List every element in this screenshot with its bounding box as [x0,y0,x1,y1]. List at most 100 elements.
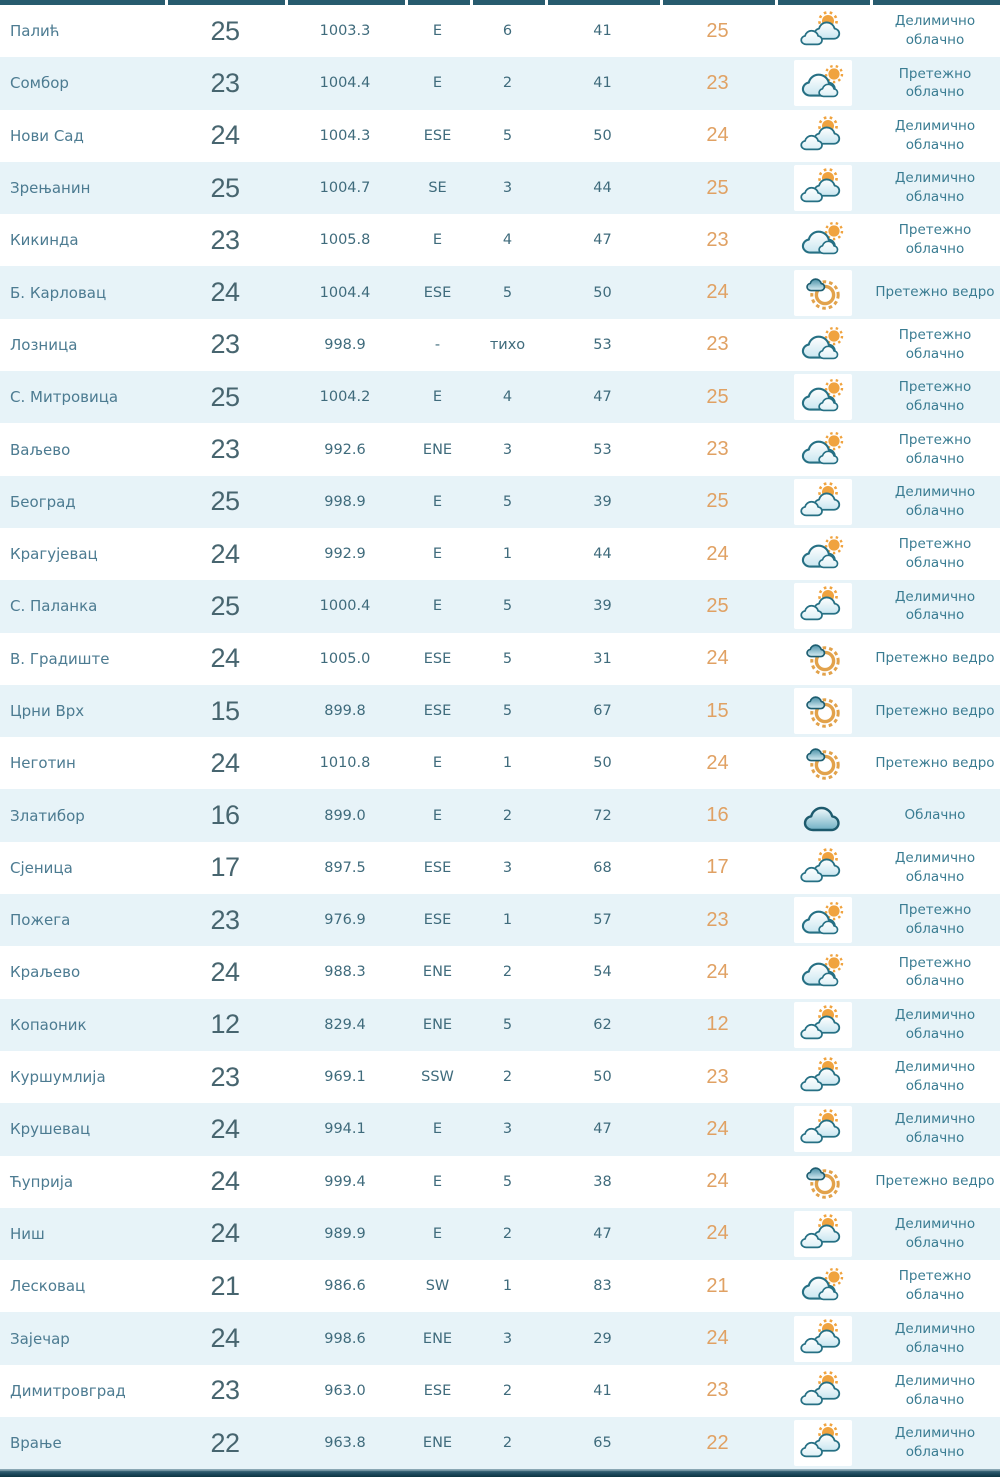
wind-direction: E [432,1225,443,1242]
humidity-value: 50 [593,284,612,301]
wind-speed: 3 [502,1121,513,1138]
feels-like-value: 24 [706,124,729,147]
wind-speed: 1 [502,912,513,929]
weather-description: Претежно ведро [875,650,995,667]
table-row: С. Митровица 25 1004.2 E 4 47 25 Претежн… [0,371,1000,424]
feels-like-value: 24 [706,542,729,565]
wind-speed: 1 [502,1278,513,1295]
wind-speed: 5 [502,284,513,301]
wind-direction: E [432,389,443,406]
humidity-value: 39 [593,493,612,510]
header-segment [473,0,545,5]
sun-with-small-cloud-icon [793,1158,852,1205]
wind-direction: E [432,1121,443,1138]
weather-icon-cell [775,321,870,368]
wind-direction: E [432,232,443,249]
temperature-value: 21 [210,1270,240,1301]
sun-behind-clouds-icon [793,844,852,891]
pressure-value: 1004.3 [319,127,371,144]
header-segment [0,0,165,5]
wind-speed: 2 [502,1225,513,1242]
temperature-value: 24 [210,956,240,987]
temperature-value: 24 [210,1323,240,1354]
city-name: Лозница [10,335,78,354]
pressure-value: 989.9 [324,1225,366,1242]
wind-speed: 2 [502,75,513,92]
feels-like-value: 24 [706,1117,729,1140]
pressure-value: 1004.2 [319,389,371,406]
city-name: Београд [10,492,76,511]
weather-description: Претежно облачно [898,327,972,362]
wind-direction: SW [425,1278,450,1295]
wind-direction: E [432,807,443,824]
city-name: Димитровград [10,1381,126,1400]
wind-speed: 1 [502,546,513,563]
wind-speed: 2 [502,1069,513,1086]
wind-direction: ENE [422,1435,453,1452]
table-row: Београд 25 998.9 E 5 39 25 Делимично обл… [0,475,1000,528]
temperature-value: 16 [210,800,240,831]
pressure-value: 1004.7 [319,180,371,197]
pressure-value: 899.8 [324,703,366,719]
feels-like-value: 24 [706,751,729,774]
weather-icon-cell [775,949,870,996]
weather-description: Делимично облачно [894,1425,976,1461]
city-name: Краљево [10,963,81,982]
city-name: Куршумлија [10,1068,106,1087]
weather-icon-cell [775,1315,870,1362]
table-row: Копаоник 12 829.4 ENE 5 62 12 Делимично … [0,998,1000,1051]
pressure-value: 899.0 [324,807,366,824]
weather-description: Претежно облачно [898,65,972,101]
humidity-value: 38 [593,1173,612,1190]
wind-direction: E [432,755,443,772]
weather-description: Претежно облачно [898,222,972,258]
humidity-value: 62 [593,1016,612,1033]
temperature-value: 24 [210,1113,240,1144]
pressure-value: 999.4 [324,1173,366,1190]
wind-direction: ESE [423,284,452,301]
sun-behind-clouds-icon [793,1315,852,1362]
pressure-value: 1004.4 [319,284,371,301]
city-name: С. Паланка [10,597,98,616]
wind-speed: 3 [502,859,513,876]
feels-like-value: 23 [706,228,729,251]
weather-icon-cell [775,531,870,578]
header-segment [778,0,870,5]
wind-speed: 2 [502,1435,513,1452]
table-row: Врање 22 963.8 ENE 2 65 22 Делимично обл… [0,1417,1000,1470]
sun-behind-clouds-icon [793,1106,852,1153]
header-segment [548,0,660,5]
temperature-value: 25 [210,486,240,517]
table-row: Пожега 23 976.9 ESE 1 57 23 Претежно обл… [0,894,1000,947]
sun-behind-large-cloud-icon [793,897,852,944]
feels-like-value: 25 [706,176,729,199]
weather-icon-cell [775,793,870,839]
temperature-value: 23 [210,224,240,255]
feels-like-value: 24 [706,960,729,983]
table-row: Сомбор 23 1004.4 E 2 41 23 Претежно обла… [0,57,1000,110]
humidity-value: 47 [593,389,612,406]
weather-description: Претежно облачно [898,954,972,990]
temperature-value: 23 [210,67,240,98]
humidity-value: 44 [593,546,612,563]
feels-like-value: 23 [706,333,729,356]
city-name: Ваљево [10,440,71,459]
weather-icon-cell [775,1367,870,1414]
wind-direction: E [432,493,443,510]
wind-speed: 3 [502,441,513,458]
city-name: Ћуприја [10,1172,74,1191]
weather-icon-cell [775,1420,870,1467]
city-name: Ниш [10,1224,45,1243]
temperature-value: 24 [210,120,240,151]
wind-speed: 5 [502,598,513,615]
city-name: Сјеница [10,858,73,877]
wind-direction: E [432,23,443,40]
weather-description: Претежно облачно [898,431,972,467]
weather-description: Делимично облачно [894,1372,976,1408]
temperature-value: 24 [210,277,240,308]
temperature-value: 23 [210,329,240,360]
city-name: Неготин [10,754,76,773]
table-footer-bar [0,1469,1000,1477]
table-row: Палић 25 1003.3 E 6 41 25 Делимично обла… [0,5,1000,58]
table-row: Куршумлија 23 969.1 SSW 2 50 23 Делимичн… [0,1050,1000,1104]
